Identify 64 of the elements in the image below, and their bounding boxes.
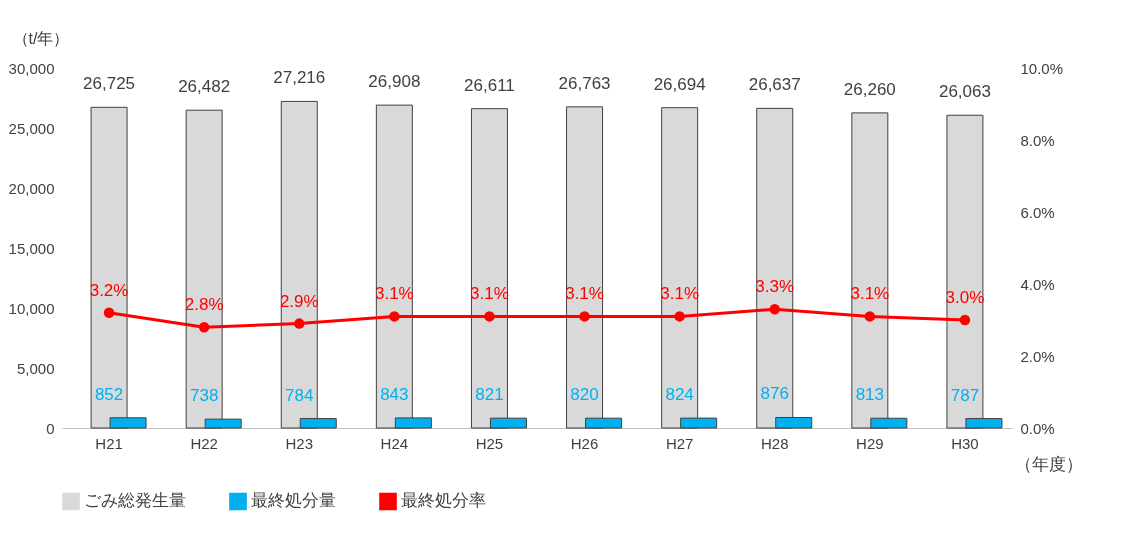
point xyxy=(579,311,590,322)
data-label: 852 xyxy=(94,384,124,404)
y-tick-label: 15,000 xyxy=(8,239,55,257)
data-label: 26,763 xyxy=(558,73,611,93)
data-label: 26,694 xyxy=(653,74,706,94)
x-tick-label: H21 xyxy=(95,434,123,452)
y-tick-label: 0 xyxy=(46,419,55,437)
data-label: 2.9% xyxy=(279,291,319,311)
data-label: 26,611 xyxy=(464,75,515,95)
data-label: 3.2% xyxy=(89,280,129,300)
y-tick-label: 25,000 xyxy=(8,119,55,137)
data-label: 26,725 xyxy=(83,74,136,94)
x-tick-label: H27 xyxy=(665,434,694,452)
legend-label: ごみ総発生量 xyxy=(84,491,186,511)
y-axis-title: （t/年） xyxy=(12,29,70,47)
data-label: 738 xyxy=(189,386,219,406)
x-tick-label: H28 xyxy=(760,434,789,452)
x-tick-label: H30 xyxy=(951,434,979,452)
data-label: 3.0% xyxy=(945,288,985,307)
x-tick-label: H22 xyxy=(190,434,218,452)
data-label: 26,637 xyxy=(748,75,801,95)
y-tick-label: 10,000 xyxy=(8,299,55,317)
y2-tick-label: 8.0% xyxy=(1020,131,1055,149)
data-label: 787 xyxy=(950,385,980,405)
y-tick-label: 30,000 xyxy=(8,59,55,77)
point xyxy=(864,311,876,322)
y2-tick-label: 10.0% xyxy=(1020,59,1064,77)
data-label: 784 xyxy=(285,385,314,405)
data-label: 813 xyxy=(855,385,885,405)
data-label: 3.3% xyxy=(755,277,795,297)
y2-tick-label: 4.0% xyxy=(1020,275,1055,293)
data-label: 27,216 xyxy=(273,68,326,88)
y2-tick-label: 2.0% xyxy=(1020,347,1055,365)
point xyxy=(103,307,115,319)
data-label: 26,063 xyxy=(938,82,991,102)
y2-tick-label: 0.0% xyxy=(1020,419,1055,437)
legend-label: 最終処分率 xyxy=(401,491,486,511)
point xyxy=(198,321,210,333)
point xyxy=(294,318,305,329)
x-tick-label: H23 xyxy=(285,434,314,452)
legend-label: 最終処分量 xyxy=(251,491,336,511)
x-axis-title: （年度） xyxy=(1014,454,1083,474)
point xyxy=(484,311,495,322)
data-label: 3.1% xyxy=(850,284,890,304)
data-label: 26,908 xyxy=(368,72,421,92)
data-label: 843 xyxy=(380,384,409,404)
data-label: 820 xyxy=(570,385,599,405)
data-label: 824 xyxy=(665,385,694,405)
data-label: 2.8% xyxy=(184,295,224,315)
point xyxy=(769,303,780,315)
x-tick-label: H26 xyxy=(570,434,599,452)
data-label: 26,482 xyxy=(178,77,231,97)
point xyxy=(959,314,971,326)
x-tick-label: H24 xyxy=(380,434,409,452)
data-label: 26,260 xyxy=(843,79,896,99)
point xyxy=(674,311,685,322)
y2-tick-label: 6.0% xyxy=(1020,203,1055,221)
x-tick-label: H29 xyxy=(856,434,884,452)
x-tick-label: H25 xyxy=(475,434,504,452)
data-label: 876 xyxy=(760,384,789,404)
y-tick-label: 5,000 xyxy=(16,359,55,377)
point xyxy=(389,311,400,322)
data-label: 821 xyxy=(475,385,504,405)
y-tick-label: 20,000 xyxy=(8,179,55,197)
